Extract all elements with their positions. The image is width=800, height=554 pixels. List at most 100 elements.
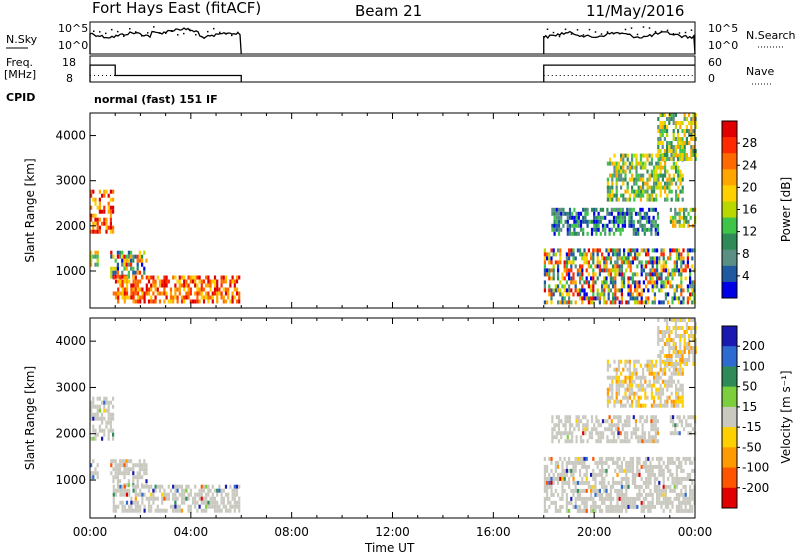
range-cell <box>198 291 201 296</box>
range-cell <box>627 464 630 469</box>
range-cell <box>596 288 599 293</box>
range-cell <box>615 189 618 194</box>
range-cell <box>592 508 595 513</box>
range-cell <box>646 197 649 202</box>
nsearch-dot <box>612 32 615 35</box>
range-cell <box>543 272 546 277</box>
range-cell <box>127 471 130 476</box>
range-cell <box>616 296 619 301</box>
range-cell <box>628 363 631 368</box>
range-cell <box>597 431 600 436</box>
range-cell <box>672 367 675 372</box>
range-cell <box>575 415 578 420</box>
range-cell <box>572 492 575 497</box>
range-cell <box>627 476 630 481</box>
range-cell <box>606 161 609 166</box>
range-cell <box>606 439 609 444</box>
range-cell <box>570 468 573 473</box>
range-cell <box>631 276 634 281</box>
range-cell <box>156 496 159 501</box>
range-cell <box>612 456 615 461</box>
range-cell <box>678 256 681 261</box>
range-cell <box>590 227 594 232</box>
range-cell <box>593 427 596 432</box>
range-cell <box>645 480 648 485</box>
range-cell <box>637 439 640 444</box>
range-cell <box>657 129 660 133</box>
range-cell <box>626 439 629 444</box>
range-cell <box>668 141 671 145</box>
range-cell <box>123 299 126 304</box>
range-cell <box>672 113 675 117</box>
range-cell <box>662 500 665 505</box>
range-cell <box>572 464 575 469</box>
range-cell <box>633 177 636 182</box>
range-cell <box>231 504 234 509</box>
range-cell <box>683 342 686 346</box>
range-cell <box>614 276 617 281</box>
range-cell <box>672 161 675 166</box>
range-cell <box>222 500 225 505</box>
range-cell <box>653 177 656 182</box>
range-cell <box>646 363 649 368</box>
range-cell <box>216 279 219 284</box>
range-cell <box>564 431 567 436</box>
range-cell <box>577 427 580 432</box>
range-cell <box>609 500 612 505</box>
range-cell <box>638 460 641 465</box>
range-cell <box>656 223 660 228</box>
range-cell <box>663 153 666 157</box>
range-cell <box>565 464 568 469</box>
range-cell <box>661 157 664 161</box>
range-cell <box>609 161 612 166</box>
range-cell <box>664 484 667 489</box>
range-cell <box>623 468 626 473</box>
range-cell <box>641 423 644 428</box>
range-cell <box>672 137 675 141</box>
range-cell <box>620 264 623 269</box>
range-cell <box>231 291 234 296</box>
range-cell <box>158 291 162 296</box>
range-cell <box>692 362 695 366</box>
range-cell <box>662 268 665 273</box>
range-cell <box>669 272 672 277</box>
range-cell <box>575 419 578 424</box>
range-cell <box>619 215 622 220</box>
range-cell <box>145 467 148 472</box>
range-cell <box>227 291 230 296</box>
range-cell <box>601 280 604 285</box>
range-cell <box>647 456 650 461</box>
range-cell <box>636 300 639 305</box>
range-cell <box>592 288 595 293</box>
range-cell <box>666 157 669 161</box>
range-cell <box>194 275 197 280</box>
range-cell <box>668 338 671 342</box>
range-cell <box>557 264 560 269</box>
range-cell <box>624 403 627 408</box>
range-cell <box>552 276 555 281</box>
range-cell <box>616 248 619 253</box>
range-cell <box>595 227 598 232</box>
range-cell <box>692 326 695 330</box>
range-cell <box>568 508 571 513</box>
x-tick-label: 04:00 <box>174 525 209 539</box>
range-cell <box>681 149 684 153</box>
range-cell <box>674 149 677 153</box>
range-cell <box>607 292 610 297</box>
range-cell <box>568 476 571 481</box>
range-cell <box>568 207 572 212</box>
range-cell <box>187 287 190 292</box>
range-cell <box>636 484 639 489</box>
range-cell <box>127 467 130 472</box>
range-cell <box>658 468 661 473</box>
range-cell <box>152 283 155 288</box>
range-cell <box>628 387 631 392</box>
range-cell <box>577 423 580 428</box>
range-cell <box>648 185 651 190</box>
range-cell <box>546 464 549 469</box>
range-cell <box>583 480 586 485</box>
range-cell <box>90 475 93 480</box>
range-cell <box>633 193 636 198</box>
range-cell <box>555 215 558 220</box>
